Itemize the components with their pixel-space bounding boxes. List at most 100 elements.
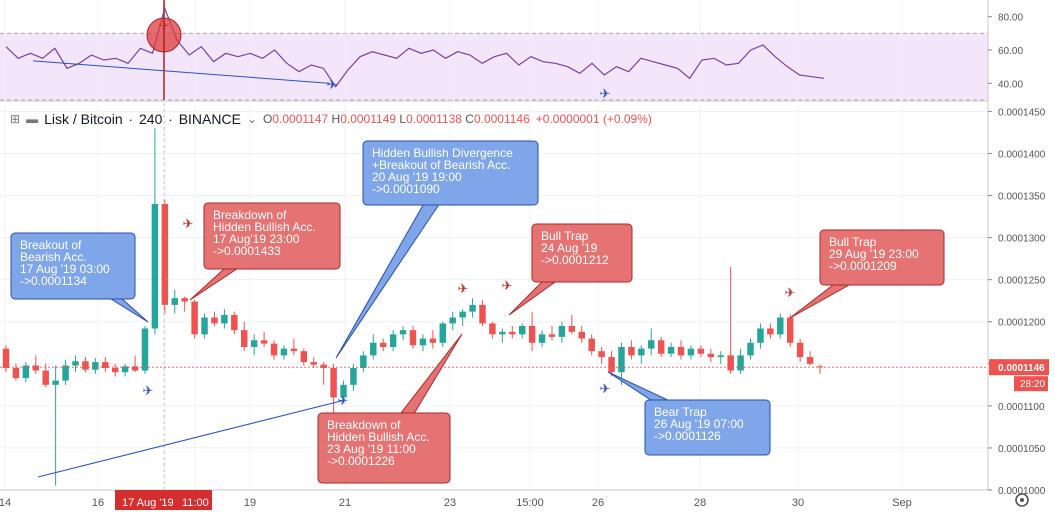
price-axis-bg <box>988 0 1055 512</box>
candle-body <box>399 330 407 335</box>
close-value: 0.0001146 <box>473 112 530 126</box>
callout-box <box>203 202 341 270</box>
rocket-icon: ✈ <box>785 285 796 300</box>
callout-text: Bull Trap <box>829 235 877 249</box>
candle-body <box>777 317 784 335</box>
callout-text: ->0.0001134 <box>20 274 87 288</box>
price-tick-label: 0.0001050 <box>998 444 1046 455</box>
callout-text: Breakout of <box>20 238 82 252</box>
time-axis-bg <box>0 490 988 512</box>
price-panel[interactable]: ✈ ✈ ✈ ✈ ✈ ✈ ✈ <box>0 103 988 490</box>
expand-icon[interactable]: ⊞ <box>10 112 21 126</box>
time-tick-label: 14 <box>0 497 11 509</box>
candle-body <box>767 328 774 335</box>
candle-body <box>290 348 298 352</box>
price-tick-label: 0.0001450 <box>998 107 1046 118</box>
candle-body <box>578 331 585 339</box>
candle-body <box>449 317 456 324</box>
rsi-tick-label: 40.00 <box>998 79 1023 90</box>
callout-box <box>531 223 633 283</box>
callout-text: 26 Aug '19 07:00 <box>654 417 744 431</box>
candle-body <box>459 311 466 318</box>
candle-body <box>628 346 635 356</box>
candle-body <box>618 346 625 373</box>
callout-text: ->0.0001209 <box>829 259 897 273</box>
candle-body <box>608 357 615 373</box>
candle-body <box>687 348 695 356</box>
candle-body <box>429 338 437 343</box>
candle-body <box>796 342 804 358</box>
candle-body <box>250 340 258 347</box>
candle-body <box>598 351 605 358</box>
candle-body <box>439 323 447 343</box>
candle-body <box>499 331 506 335</box>
candle-body <box>72 361 79 366</box>
rsi-line <box>5 6 825 88</box>
candle-body <box>121 366 129 373</box>
rsi-tick-label: 80.00 <box>998 13 1023 24</box>
candle-body <box>528 325 536 343</box>
candle-body <box>161 203 169 305</box>
rocket-icon: ✈ <box>458 281 469 296</box>
price-tick-label: 0.0001400 <box>998 149 1046 160</box>
price-tag-bg <box>989 359 1049 376</box>
candle-body <box>320 364 327 369</box>
callout-text: 29 Aug '19 23:00 <box>829 247 919 261</box>
crosshair-date-label: 17 Aug '19 <box>122 497 174 509</box>
candle-body <box>62 365 69 381</box>
candle-body <box>370 342 377 356</box>
candle-body <box>518 325 526 335</box>
chevron-down-icon[interactable]: ⌄ <box>246 112 257 126</box>
candle-body <box>111 368 119 373</box>
time-tick-label: 23 <box>444 497 456 509</box>
candle-body <box>697 348 705 354</box>
time-tick-label: 21 <box>339 497 351 509</box>
low-value: 0.0001138 <box>406 112 462 126</box>
candle-body <box>52 380 59 385</box>
high-value: 0.0001149 <box>340 112 397 126</box>
candle-body <box>538 334 546 343</box>
candle-body <box>82 361 89 370</box>
candle-body <box>419 338 427 346</box>
price-tick-label: 0.0001300 <box>998 234 1046 245</box>
rocket-icon: ✈ <box>327 77 338 92</box>
symbol-name[interactable]: Lisk / Bitcoin <box>44 111 123 127</box>
candle-body <box>509 331 516 335</box>
rocket-icon: ✈ <box>338 393 349 408</box>
time-tick-label: 16 <box>92 497 104 509</box>
candle-body <box>12 368 20 379</box>
candle-body <box>350 368 357 385</box>
price-tick-label: 0.0001100 <box>998 402 1045 413</box>
price-tick-label: 0.0001250 <box>998 276 1046 287</box>
rocket-icon: ✈ <box>143 383 154 398</box>
gear-icon[interactable] <box>1015 493 1029 507</box>
candle-body <box>727 355 734 371</box>
callout-text: ->0.0001226 <box>327 454 395 468</box>
candle-body <box>588 338 595 352</box>
callout-text: ->0.0001126 <box>654 429 721 443</box>
candle-body <box>340 384 347 398</box>
candle-body <box>806 357 814 364</box>
header-sep-2: · <box>168 111 173 127</box>
rsi-trendline <box>32 60 331 84</box>
candle-body <box>717 355 724 358</box>
candle-body <box>330 368 337 398</box>
candle-body <box>171 298 178 305</box>
rocket-icon: ✈ <box>159 18 170 33</box>
price-tick-label: 0.0001200 <box>998 318 1046 329</box>
candle-body <box>568 325 576 332</box>
callout-text: 24 Aug '19 <box>541 241 598 255</box>
high-label: H <box>331 112 341 126</box>
countdown-label: 28:20 <box>1020 379 1045 390</box>
candle-body <box>657 340 665 354</box>
callout-box <box>362 140 539 206</box>
callout-text: ->0.0001212 <box>541 253 609 267</box>
price-tick-label: 0.0001350 <box>998 192 1046 203</box>
candle-body <box>141 328 149 371</box>
open-value: 0.0001147 <box>272 112 329 126</box>
close-label: C <box>465 112 474 126</box>
callout-text: Bear Trap <box>654 405 707 419</box>
interval[interactable]: 240 <box>139 111 163 127</box>
callout-text: Breakdown of <box>213 208 287 222</box>
